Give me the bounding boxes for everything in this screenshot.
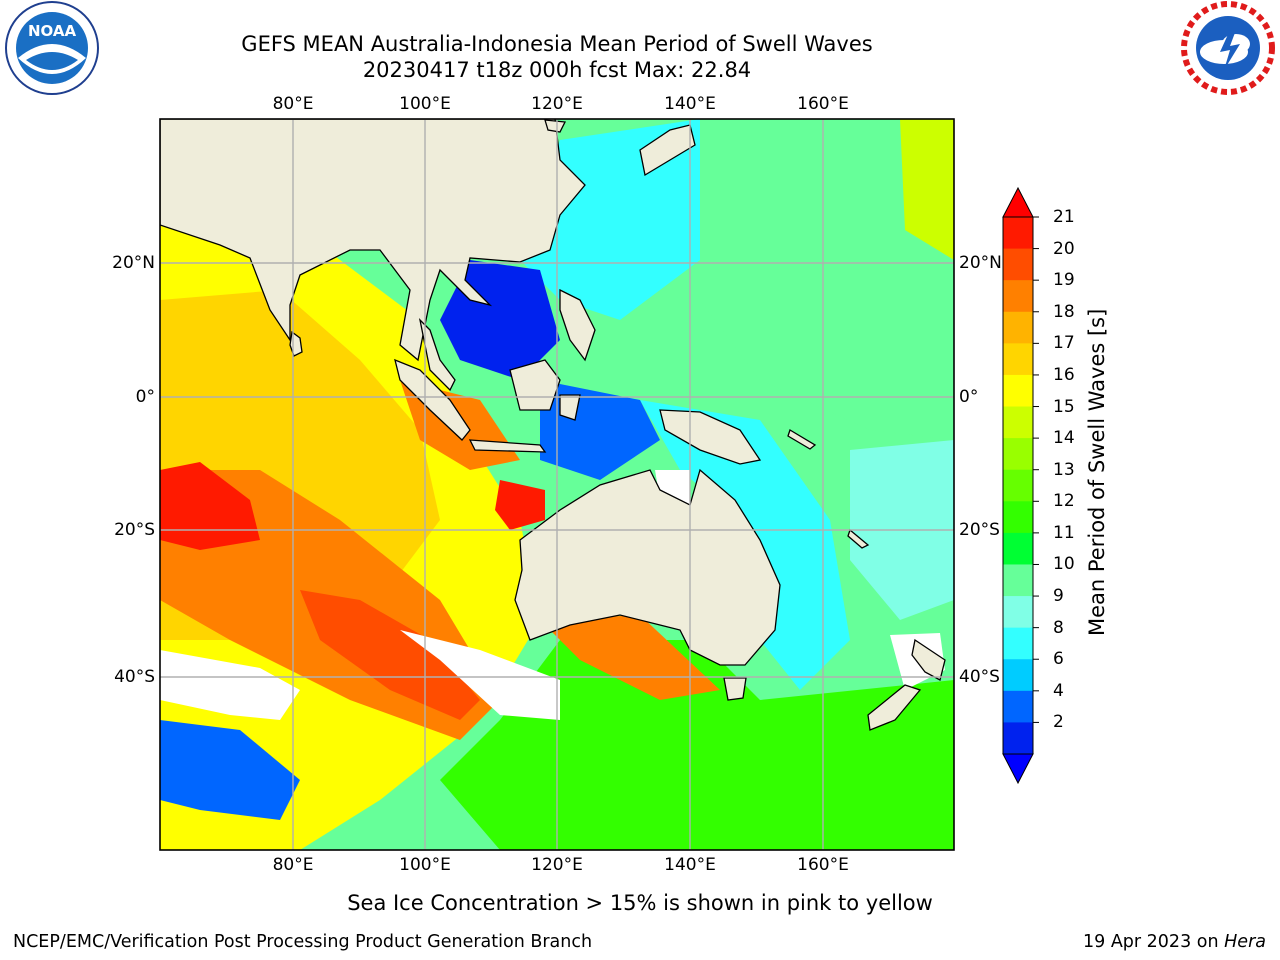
field-swell-red-band — [300, 590, 480, 720]
field-swell-red-patch — [495, 480, 545, 530]
colorbar-segment — [1003, 722, 1033, 755]
colorbar-tick-label: 13 — [1053, 459, 1075, 480]
field-southern-ocean-green — [440, 640, 954, 850]
lat-tick-right-40s: 40°S — [959, 667, 1000, 687]
java — [468, 439, 547, 453]
field-nw-pacific-yellow — [900, 119, 954, 260]
colorbar-segment — [1003, 469, 1033, 502]
tasmania — [723, 677, 747, 701]
colorbar-tick-label: 2 — [1053, 712, 1064, 733]
solomon-islands — [787, 429, 817, 450]
colorbar-segment — [1003, 532, 1033, 565]
colorbar-segment — [1003, 248, 1033, 281]
australia — [514, 468, 781, 666]
footer-date: 19 Apr 2023 on Hera — [1083, 932, 1266, 952]
colorbar-tick-label: 16 — [1053, 364, 1075, 385]
colorbar-tick-label: 8 — [1053, 617, 1064, 638]
lon-tick-bottom-120e: 120°E — [531, 855, 583, 875]
lon-tick-top-100e: 100°E — [399, 94, 451, 114]
sulawesi — [559, 394, 581, 421]
lon-tick-top-120e: 120°E — [531, 94, 583, 114]
colorbar-tick-label: 19 — [1053, 270, 1075, 291]
sea-ice-caption: Sea Ice Concentration > 15% is shown in … — [347, 891, 933, 915]
new-caledonia — [847, 528, 870, 549]
lat-tick-left-20n: 20°N — [112, 253, 155, 273]
new-guinea — [659, 409, 762, 465]
colorbar-segment — [1003, 374, 1033, 408]
field-short-period-blue — [160, 720, 300, 820]
colorbar-segment — [1003, 659, 1033, 692]
new-zealand-north — [911, 638, 946, 681]
lon-tick-top-160e: 160°E — [797, 94, 849, 114]
new-zealand-south — [867, 684, 922, 731]
lon-tick-bottom-100e: 100°E — [399, 855, 451, 875]
colorbar-segment — [1003, 690, 1033, 723]
footer-host: Hera — [1224, 932, 1266, 952]
colorbar-segment — [1003, 311, 1033, 344]
colorbar-label: Mean Period of Swell Waves [s] — [1085, 308, 1109, 636]
colorbar-segment — [1003, 217, 1033, 250]
colorbar-segment — [1003, 438, 1033, 471]
lat-tick-right-20n: 20°N — [959, 253, 1002, 273]
noaa-logo-text: NOAA — [28, 22, 77, 40]
land-masses — [160, 119, 946, 731]
map-frame — [159, 118, 955, 851]
colorbar-tick-label: 11 — [1053, 522, 1075, 543]
philippines — [559, 288, 596, 362]
colorbar-segment — [1003, 406, 1033, 439]
colorbar-segment — [1003, 564, 1033, 597]
colorbar-tick-label: 12 — [1053, 491, 1075, 512]
nws-logo-icon — [1180, 0, 1276, 96]
ice-region-west — [160, 650, 300, 720]
lat-tick-right-0: 0° — [959, 387, 979, 407]
field-swell-max-red — [160, 462, 260, 550]
colorbar-segment — [1003, 596, 1033, 629]
colorbar-tick-label: 4 — [1053, 680, 1064, 701]
lat-tick-left-0: 0° — [135, 387, 155, 407]
plot-title-line-2: 20230417 t18z 000h fcst Max: 22.84 — [362, 58, 752, 82]
plot-title-line-1: GEFS MEAN Australia-Indonesia Mean Perio… — [241, 32, 873, 56]
lat-tick-right-20s: 20°S — [959, 520, 1000, 540]
field-bight-orange — [540, 615, 720, 700]
lon-tick-bottom-140e: 140°E — [664, 855, 716, 875]
colorbar-tick-label: 18 — [1053, 301, 1075, 322]
colorbar-segment — [1003, 627, 1033, 660]
lon-tick-top-140e: 140°E — [664, 94, 716, 114]
colorbar-segment — [1003, 501, 1033, 534]
colorbar-tick-label: 21 — [1053, 207, 1075, 227]
lon-tick-bottom-80e: 80°E — [272, 855, 314, 875]
colorbar-frame — [1002, 216, 1034, 755]
map-gridlines — [160, 119, 954, 850]
lat-tick-left-20s: 20°S — [114, 520, 155, 540]
colorbar-tick-label: 17 — [1053, 333, 1075, 354]
colorbar-tick-label: 14 — [1053, 428, 1075, 449]
footer-date-text: 19 Apr 2023 on — [1083, 932, 1225, 952]
colorbar-over-arrow — [1002, 186, 1034, 218]
colorbar-tick-label: 9 — [1053, 586, 1064, 607]
noaa-logo-icon: NOAA — [4, 0, 100, 96]
colorbar-segment — [1003, 280, 1033, 313]
lon-tick-top-80e: 80°E — [272, 94, 314, 114]
colorbar-under-arrow — [1002, 753, 1034, 785]
colorbar-tick-label: 15 — [1053, 396, 1075, 417]
lon-tick-bottom-160e: 160°E — [797, 855, 849, 875]
lat-tick-left-40s: 40°S — [114, 667, 155, 687]
japan — [639, 124, 696, 177]
colorbar-segment — [1003, 343, 1033, 376]
ice-region-central — [400, 630, 560, 720]
malay-peninsula — [418, 318, 456, 392]
field-pacific-green — [700, 119, 954, 440]
colorbar-tick-label: 10 — [1053, 554, 1075, 575]
colorbar-tick-label: 20 — [1053, 238, 1075, 259]
footer-branch: NCEP/EMC/Verification Post Processing Pr… — [13, 932, 593, 952]
colorbar-tick-label: 6 — [1053, 649, 1064, 670]
colorbar — [1002, 186, 1039, 785]
korea-coast — [544, 119, 567, 133]
